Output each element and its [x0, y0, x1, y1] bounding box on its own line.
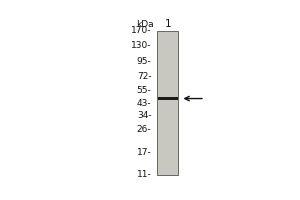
Text: 11-: 11- — [137, 170, 152, 179]
Text: 55-: 55- — [137, 86, 152, 95]
Text: 130-: 130- — [131, 41, 152, 50]
Text: 43-: 43- — [137, 99, 152, 108]
Text: 95-: 95- — [137, 57, 152, 66]
Text: kDa: kDa — [136, 20, 154, 29]
Text: 170-: 170- — [131, 26, 152, 35]
Text: 34-: 34- — [137, 111, 152, 120]
Text: 17-: 17- — [137, 148, 152, 157]
Text: 1: 1 — [164, 19, 171, 29]
Bar — [158, 97, 178, 100]
Bar — [157, 31, 178, 175]
Text: 26-: 26- — [137, 125, 152, 134]
Text: 72-: 72- — [137, 72, 152, 81]
